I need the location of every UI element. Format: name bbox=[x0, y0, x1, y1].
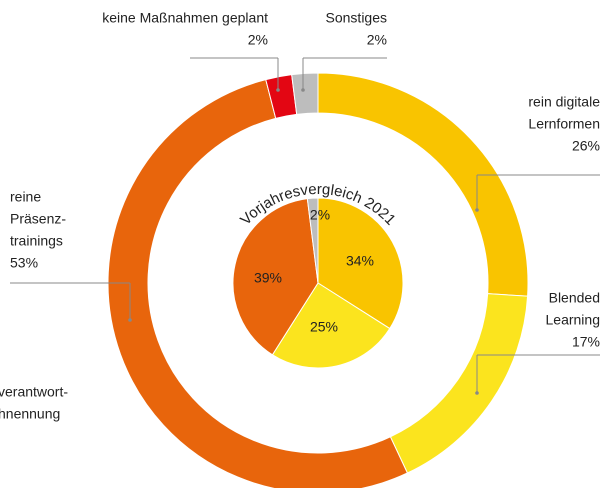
value-label: 17% bbox=[572, 334, 600, 350]
slice-label: Lernformen bbox=[528, 116, 600, 132]
inner-slice bbox=[232, 198, 319, 356]
value-label: 53% bbox=[10, 255, 38, 271]
slice-label: reine bbox=[10, 189, 41, 205]
value-label: 34% bbox=[346, 253, 374, 269]
slice-label: Learning bbox=[546, 312, 601, 328]
value-label: 26% bbox=[572, 138, 600, 154]
value-label: 2% bbox=[367, 32, 387, 48]
leader-dot bbox=[475, 391, 479, 395]
outer-slice bbox=[389, 293, 529, 474]
leader-dot bbox=[128, 318, 132, 322]
slice-label: trainings bbox=[10, 233, 63, 249]
note: hnennung bbox=[0, 406, 60, 422]
slice-label: rein digitale bbox=[528, 94, 600, 110]
leader-dot bbox=[276, 88, 280, 92]
note: verantwort- bbox=[0, 384, 68, 400]
outer-slice bbox=[107, 78, 409, 488]
slice-label: keine Maßnahmen geplant bbox=[102, 10, 268, 26]
value-label: 2% bbox=[310, 207, 330, 223]
value-label: 39% bbox=[254, 270, 282, 286]
inner-slice bbox=[271, 282, 391, 369]
inner-slice bbox=[306, 197, 319, 284]
slice-label: Präsenz- bbox=[10, 211, 66, 227]
leader-dot bbox=[301, 88, 305, 92]
outer-slice bbox=[291, 72, 319, 115]
leader-dot bbox=[475, 208, 479, 212]
value-label: 2% bbox=[248, 32, 268, 48]
slice-label: Blended bbox=[549, 290, 600, 306]
slice-label: Sonstiges bbox=[326, 10, 387, 26]
value-label: 25% bbox=[310, 319, 338, 335]
